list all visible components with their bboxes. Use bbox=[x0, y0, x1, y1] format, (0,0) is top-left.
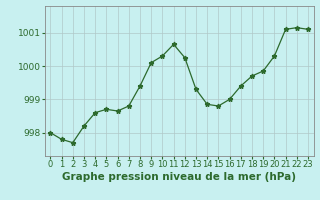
X-axis label: Graphe pression niveau de la mer (hPa): Graphe pression niveau de la mer (hPa) bbox=[62, 172, 296, 182]
